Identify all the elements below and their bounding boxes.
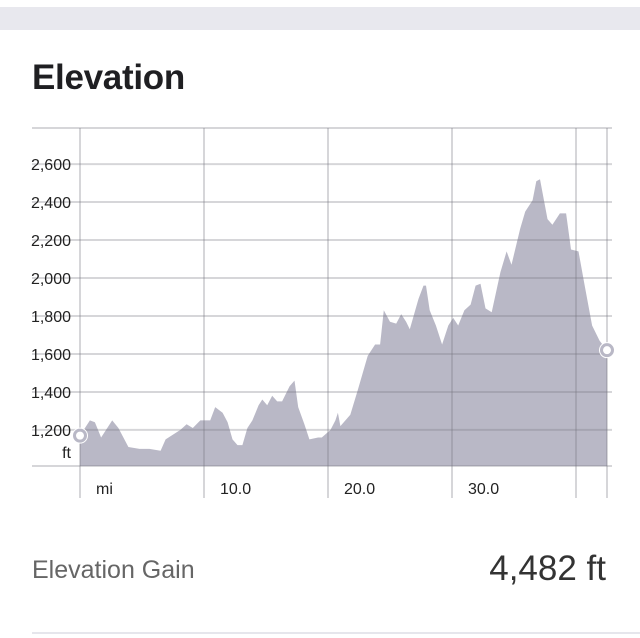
start-marker-ring: [73, 428, 87, 443]
x-tick-label: 10.0: [220, 481, 251, 498]
x-tick-label: mi: [96, 481, 113, 498]
top-bar: [0, 7, 640, 30]
y-tick-label: 1,400: [31, 385, 71, 402]
elevation-gain-label: Elevation Gain: [32, 556, 195, 584]
end-marker-ring: [600, 343, 614, 358]
y-tick-label: 1,200: [31, 423, 71, 440]
y-tick-label: 1,600: [31, 347, 71, 364]
y-unit-label: ft: [62, 445, 71, 462]
x-tick-label: 20.0: [344, 481, 375, 498]
elevation-chart: 1,200 1,400 1,600 1,800 2,000 2,200 2,400 2,600…: [31, 127, 615, 498]
elevation-gain-value: 4,482 ft: [489, 549, 606, 588]
divider: [32, 632, 640, 634]
page-title: Elevation: [32, 58, 185, 97]
y-tick-label: 2,600: [31, 157, 71, 174]
y-tick-label: 2,200: [31, 233, 71, 250]
y-tick-label: 2,400: [31, 195, 71, 212]
x-tick-label: 30.0: [468, 481, 499, 498]
elevation-area: [80, 179, 607, 467]
y-tick-label: 1,800: [31, 309, 71, 326]
y-tick-label: 2,000: [31, 271, 71, 288]
